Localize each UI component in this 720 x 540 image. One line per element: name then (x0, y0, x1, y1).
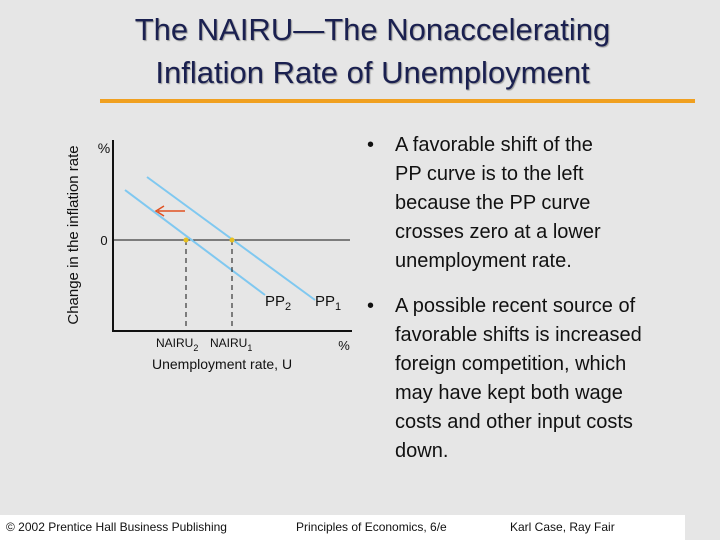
intersection (229, 237, 235, 243)
bullet-line: crosses zero at a lower (395, 221, 601, 243)
curve-sub: 1 (335, 301, 341, 313)
x-end-label: % (338, 338, 350, 353)
bullet-line: A possible recent source of (395, 295, 636, 317)
curve-name: PP (265, 293, 285, 310)
intersection (183, 237, 189, 243)
bullet-line: down. (395, 440, 449, 462)
title-line: The NAIRU—The Nonaccelerating (134, 12, 611, 47)
bullet-dot: • (367, 134, 375, 156)
bullet: • A possible recent source of favorable sh… (367, 292, 642, 466)
curve-label: PP1 (315, 293, 341, 313)
footer: © 2002 Prentice Hall Business Publishing… (0, 515, 685, 540)
curve-label: PP2 (265, 293, 291, 313)
bullet-line: favorable shifts is increased (395, 324, 642, 346)
x-mark-name: NAIRU (156, 336, 193, 350)
curve-pp2 (124, 189, 266, 296)
bullet: • A favorable shift of the PP curve is to … (367, 131, 601, 276)
x-mark-sub: 1 (247, 343, 252, 353)
x-mark-sub: 2 (193, 343, 198, 353)
footer-book: Principles of Economics, 6/e (296, 520, 447, 534)
shift-arrow-head (154, 205, 165, 217)
bullet-line: foreign competition, which (395, 353, 627, 375)
x-axis-label: Unemployment rate, U (152, 356, 292, 372)
footer-copyright: © 2002 Prentice Hall Business Publishing (6, 520, 227, 534)
curve-name: PP (315, 293, 335, 310)
bullet-line: may have kept both wage (395, 382, 623, 404)
y-zero-label: 0 (100, 233, 107, 248)
bullet-line: PP curve is to the left (395, 163, 584, 185)
footer-authors: Karl Case, Ray Fair (510, 520, 615, 534)
y-axis-label: Change in the inflation rate (65, 145, 82, 324)
curve-sub: 2 (285, 301, 291, 313)
bullet-line: because the PP curve (395, 192, 591, 214)
x-mark-label: NAIRU1 (210, 336, 252, 353)
bullet-dot: • (367, 295, 375, 317)
y-top-label: % (98, 140, 110, 156)
bullet-line: costs and other input costs (395, 411, 633, 433)
x-mark-name: NAIRU (210, 336, 247, 350)
diagram: Change in the inflation rate % 0 PP2 PP1… (65, 140, 352, 372)
bullet-line: unemployment rate. (395, 250, 572, 272)
x-mark-label: NAIRU2 (156, 336, 198, 353)
title-rule (100, 99, 695, 103)
title-line: Inflation Rate of Unemployment (155, 55, 590, 90)
bullet-line: A favorable shift of the (395, 134, 593, 156)
